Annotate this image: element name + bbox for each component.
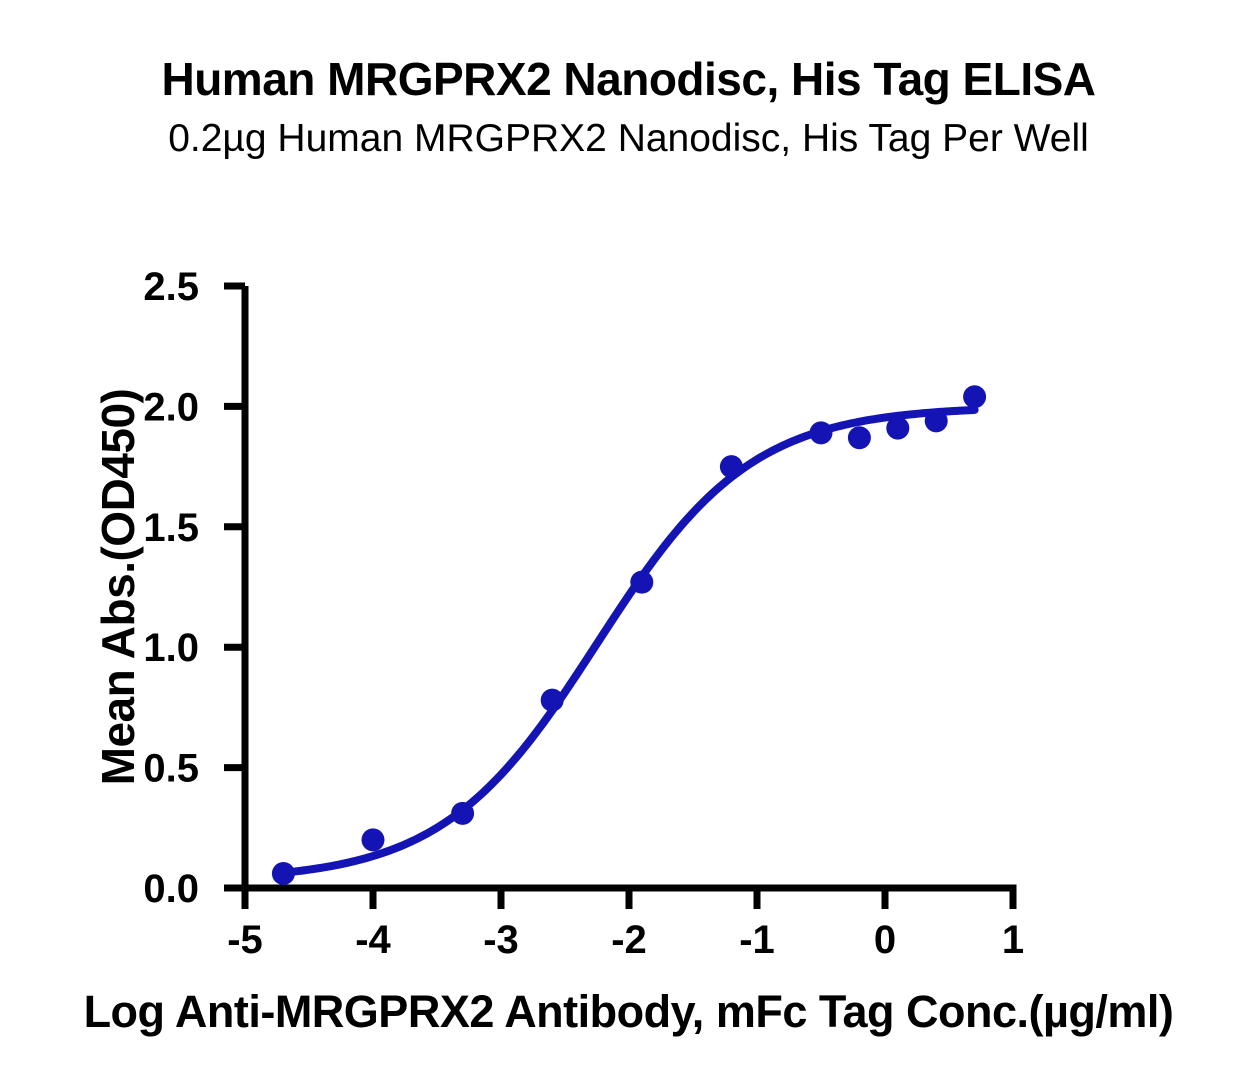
x-tick-label: -1 — [739, 918, 775, 962]
data-point — [361, 828, 385, 852]
fit-curve — [276, 405, 979, 877]
y-tick-label: 1.5 — [143, 506, 199, 550]
y-tick-label: 0.5 — [143, 747, 199, 791]
y-tick-label: 2.0 — [143, 385, 199, 429]
y-tick-label: 0.0 — [143, 867, 199, 911]
chart-subtitle: 0.2µg Human MRGPRX2 Nanodisc, His Tag Pe… — [168, 117, 1089, 160]
data-point — [451, 801, 475, 825]
data-point — [847, 426, 871, 450]
data-point — [963, 385, 987, 409]
data-point — [809, 421, 833, 445]
chart-title: Human MRGPRX2 Nanodisc, His Tag ELISA — [161, 53, 1096, 105]
x-tick-label: -2 — [611, 918, 647, 962]
y-tick-label: 1.0 — [143, 626, 199, 670]
x-tick-label: 1 — [1002, 918, 1024, 962]
x-tick-label: 0 — [874, 918, 896, 962]
data-point — [271, 862, 295, 886]
x-tick-label: -4 — [355, 918, 391, 962]
x-axis-title: Log Anti-MRGPRX2 Antibody, mFc Tag Conc.… — [83, 986, 1174, 1037]
x-tick-label: -3 — [483, 918, 519, 962]
data-point — [540, 688, 564, 712]
data-point — [924, 409, 948, 433]
data-point — [886, 416, 910, 440]
y-tick-label: 2.5 — [143, 265, 199, 309]
data-point — [630, 570, 654, 594]
x-tick-label: -5 — [227, 918, 263, 962]
data-point — [719, 455, 743, 479]
